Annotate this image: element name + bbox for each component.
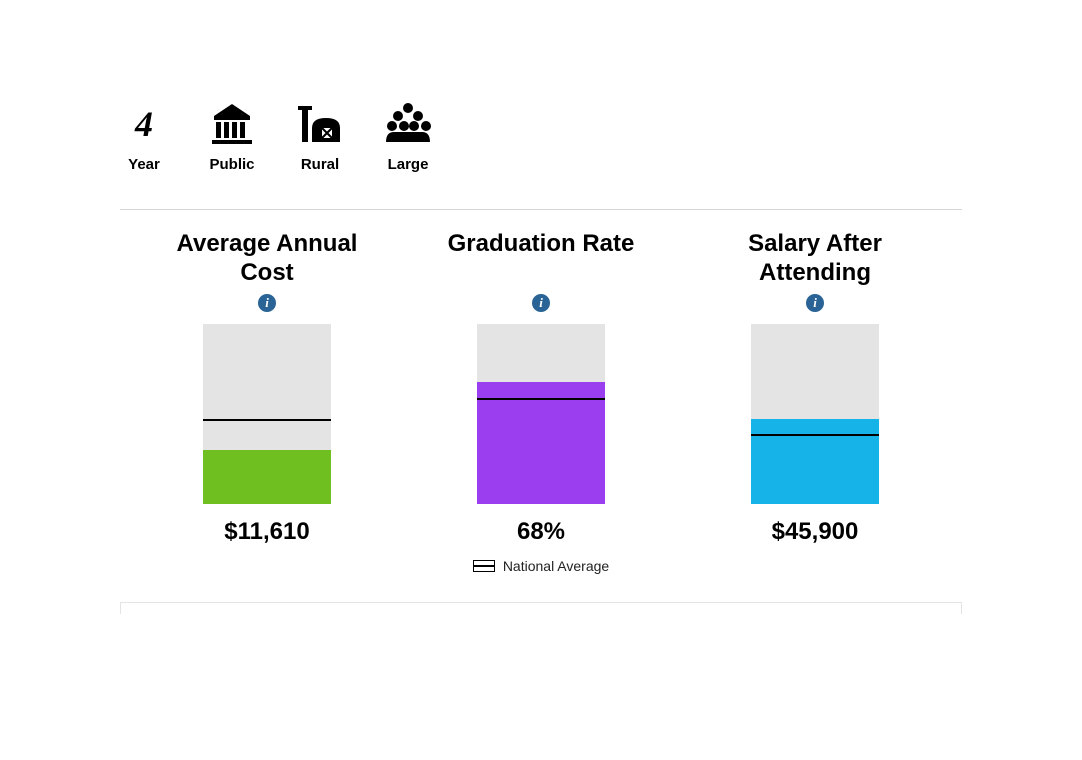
metric-cost-title: Average Annual Cost [160,230,374,288]
metric-gradrate-avg-line [477,398,605,400]
section-divider [120,209,962,210]
metrics-row: Average Annual Cost i $11,610 Graduation… [120,230,962,546]
metric-cost: Average Annual Cost i $11,610 [160,230,374,546]
badge-year-number: 4 [135,106,153,142]
metric-gradrate-value: 68% [517,518,565,546]
badge-year-label: Year [128,156,160,173]
badge-year: 4 Year [120,100,168,173]
metric-gradrate: Graduation Rate i 68% [434,230,648,546]
badge-large: Large [384,100,432,173]
metric-cost-avg-line [203,419,331,421]
number-4-icon: 4 [120,100,168,148]
metric-salary-bar-fill [751,419,879,504]
legend-label: National Average [503,558,609,574]
metric-gradrate-bar [477,324,605,504]
barn-icon [296,100,344,148]
metric-salary-value: $45,900 [772,518,859,546]
metric-salary-title: Salary After Attending [708,230,922,288]
metric-cost-bar-fill [203,450,331,504]
legend: National Average [120,558,962,574]
metric-salary-bar [751,324,879,504]
badge-rural: Rural [296,100,344,173]
legend-swatch-icon [473,560,495,572]
info-icon[interactable]: i [806,294,824,312]
badge-rural-label: Rural [301,156,339,173]
metric-gradrate-title: Graduation Rate [448,230,635,288]
info-icon[interactable]: i [258,294,276,312]
badges-row: 4 Year Public [120,100,962,173]
metric-salary-avg-line [751,434,879,436]
badge-public: Public [208,100,256,173]
info-icon[interactable]: i [532,294,550,312]
metric-cost-value: $11,610 [224,518,309,546]
metric-cost-bar [203,324,331,504]
building-icon [208,100,256,148]
metric-salary: Salary After Attending i $45,900 [708,230,922,546]
badge-public-label: Public [209,156,254,173]
bottom-panel-edge [120,602,962,614]
badge-large-label: Large [388,156,429,173]
metric-gradrate-bar-fill [477,382,605,504]
people-icon [384,100,432,148]
